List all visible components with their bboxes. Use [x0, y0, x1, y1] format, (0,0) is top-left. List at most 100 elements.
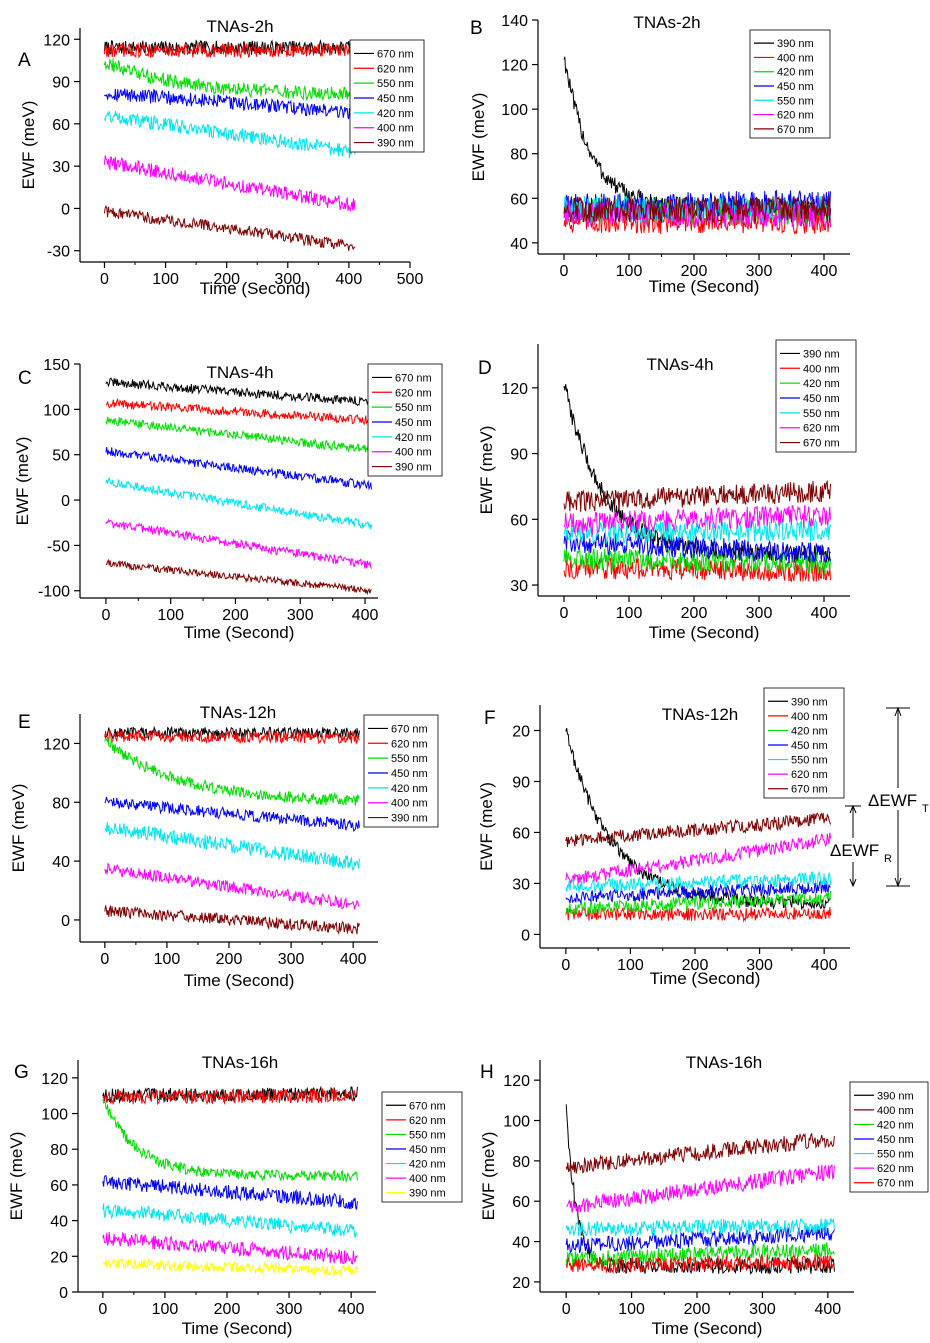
x-tick-label: 300 — [278, 951, 305, 968]
legend-label: 420 nm — [395, 432, 432, 444]
legend-label: 400 nm — [395, 447, 432, 459]
legend-label: 550 nm — [777, 95, 814, 107]
series-line-450-nm — [563, 530, 831, 564]
series-line-450-nm — [565, 880, 831, 905]
legend-label: 670 nm — [877, 1178, 914, 1190]
panel-letter: C — [18, 368, 32, 389]
legend-label: 670 nm — [395, 372, 432, 384]
legend-label: 620 nm — [791, 769, 828, 781]
legend-label: 620 nm — [377, 63, 414, 75]
legend-label: 400 nm — [391, 798, 428, 810]
panel-letter: H — [480, 1062, 494, 1083]
panel-f: 0 100 200 300 400 0 30 60 90 20 Time (Second) EWF (… — [477, 687, 929, 988]
x-tick-label: 0 — [560, 605, 569, 622]
series-line-670-nm — [565, 1253, 835, 1275]
legend-label: 550 nm — [791, 755, 828, 767]
x-tick-label: 0 — [100, 271, 109, 288]
series-line-390-nm — [104, 904, 360, 935]
legend-label: 620 nm — [391, 738, 428, 750]
y-tick-label: 20 — [512, 1275, 530, 1292]
panel-g: 0 100 200 300 400 0 20 40 60 80 100 120 Time (Second… — [7, 1053, 463, 1338]
series-line-620-nm — [102, 1087, 358, 1106]
series-line-550-nm — [104, 737, 360, 806]
legend: 390 nm 400 nm 420 nm 450 nm 550 nm 620 nm 670 … — [763, 687, 845, 799]
y-tick-label: 90 — [52, 75, 70, 92]
legend-box — [849, 1081, 929, 1193]
series-line-420-nm — [105, 476, 372, 530]
series-line-450-nm — [104, 796, 360, 833]
y-tick-label: 30 — [510, 578, 528, 595]
y-tick-label: 120 — [501, 58, 528, 75]
x-tick-label: 300 — [746, 263, 773, 280]
series-line-670-nm — [563, 195, 831, 224]
panel-title: TNAs-16h — [686, 1053, 763, 1072]
series-group — [104, 725, 360, 935]
legend-label: 670 nm — [409, 1100, 446, 1112]
legend: 670 nm 620 nm 550 nm 450 nm 420 nm 400 nm 390 … — [381, 1091, 463, 1203]
y-tick-label: 100 — [501, 102, 528, 119]
delta-ewf-r-label: ΔEWF — [830, 841, 879, 860]
series-line-390-nm — [102, 1257, 358, 1277]
x-tick-label: 400 — [814, 1301, 841, 1318]
y-tick-label: 120 — [43, 736, 70, 753]
legend-box — [367, 363, 443, 477]
x-tick-label: 200 — [681, 263, 708, 280]
y-tick-label: 40 — [52, 854, 70, 871]
series-line-400-nm — [102, 1231, 358, 1265]
x-tick-label: 200 — [684, 1301, 711, 1318]
delta-ewf-total-subscript: T — [922, 803, 929, 815]
series-line-420-nm — [102, 1203, 358, 1239]
legend-label: 450 nm — [377, 93, 414, 105]
y-tick-label: 80 — [52, 795, 70, 812]
series-line-420-nm — [565, 1242, 835, 1268]
y-tick-label: 30 — [52, 159, 70, 176]
y-tick-label: 120 — [503, 1073, 530, 1090]
x-tick-label: 300 — [276, 1301, 303, 1318]
panel-letter: F — [484, 708, 496, 729]
legend: 670 nm 620 nm 550 nm 450 nm 420 nm 400 nm 390 … — [367, 363, 443, 477]
legend-label: 550 nm — [877, 1149, 914, 1161]
y-axis-label: EWF (meV) — [13, 437, 32, 526]
legend-label: 420 nm — [391, 783, 428, 795]
y-tick-label: 0 — [61, 913, 70, 930]
legend-label: 620 nm — [395, 387, 432, 399]
panel-letter: D — [478, 358, 492, 379]
arrowhead — [849, 804, 857, 814]
legend-label: 670 nm — [791, 784, 828, 796]
y-tick-label: 20 — [512, 723, 530, 740]
y-tick-label: 140 — [501, 13, 528, 30]
panel-title: TNAs-4h — [206, 363, 273, 382]
legend-label: 390 nm — [377, 138, 414, 150]
y-tick-label: 120 — [41, 1071, 68, 1088]
series-line-450-nm — [104, 88, 356, 120]
y-tick-label: 0 — [61, 493, 70, 510]
legend-label: 390 nm — [791, 696, 828, 708]
legend-label: 420 nm — [409, 1159, 446, 1171]
series-line-620-nm — [103, 41, 356, 59]
y-tick-label: 100 — [41, 1107, 68, 1124]
x-tick-label: 100 — [616, 263, 643, 280]
series-group — [565, 1104, 835, 1275]
y-tick-label: 50 — [52, 448, 70, 465]
series-line-450-nm — [105, 447, 372, 491]
series-line-620-nm — [566, 1163, 835, 1214]
legend-label: 390 nm — [395, 462, 432, 474]
x-tick-label: 300 — [746, 957, 773, 974]
y-tick-label: 60 — [510, 191, 528, 208]
y-tick-label: 100 — [43, 402, 70, 419]
legend-label: 400 nm — [803, 363, 840, 375]
x-tick-label: 300 — [749, 1301, 776, 1318]
series-line-390-nm — [105, 558, 372, 596]
legend-label: 420 nm — [803, 378, 840, 390]
legend-label: 450 nm — [791, 740, 828, 752]
series-group — [103, 39, 356, 251]
series-line-390-nm — [103, 204, 356, 251]
panel-h: 0 100 200 300 400 20 40 60 80 100 120 Time (Second)… — [479, 1053, 929, 1338]
y-axis-label: EWF (meV) — [7, 1132, 26, 1221]
delta-annotations: ΔEWF T ΔEWF R — [830, 706, 929, 888]
legend-label: 450 nm — [877, 1134, 914, 1146]
series-line-450-nm — [102, 1175, 358, 1211]
legend-label: 620 nm — [777, 110, 814, 122]
panel-letter: A — [18, 50, 31, 71]
